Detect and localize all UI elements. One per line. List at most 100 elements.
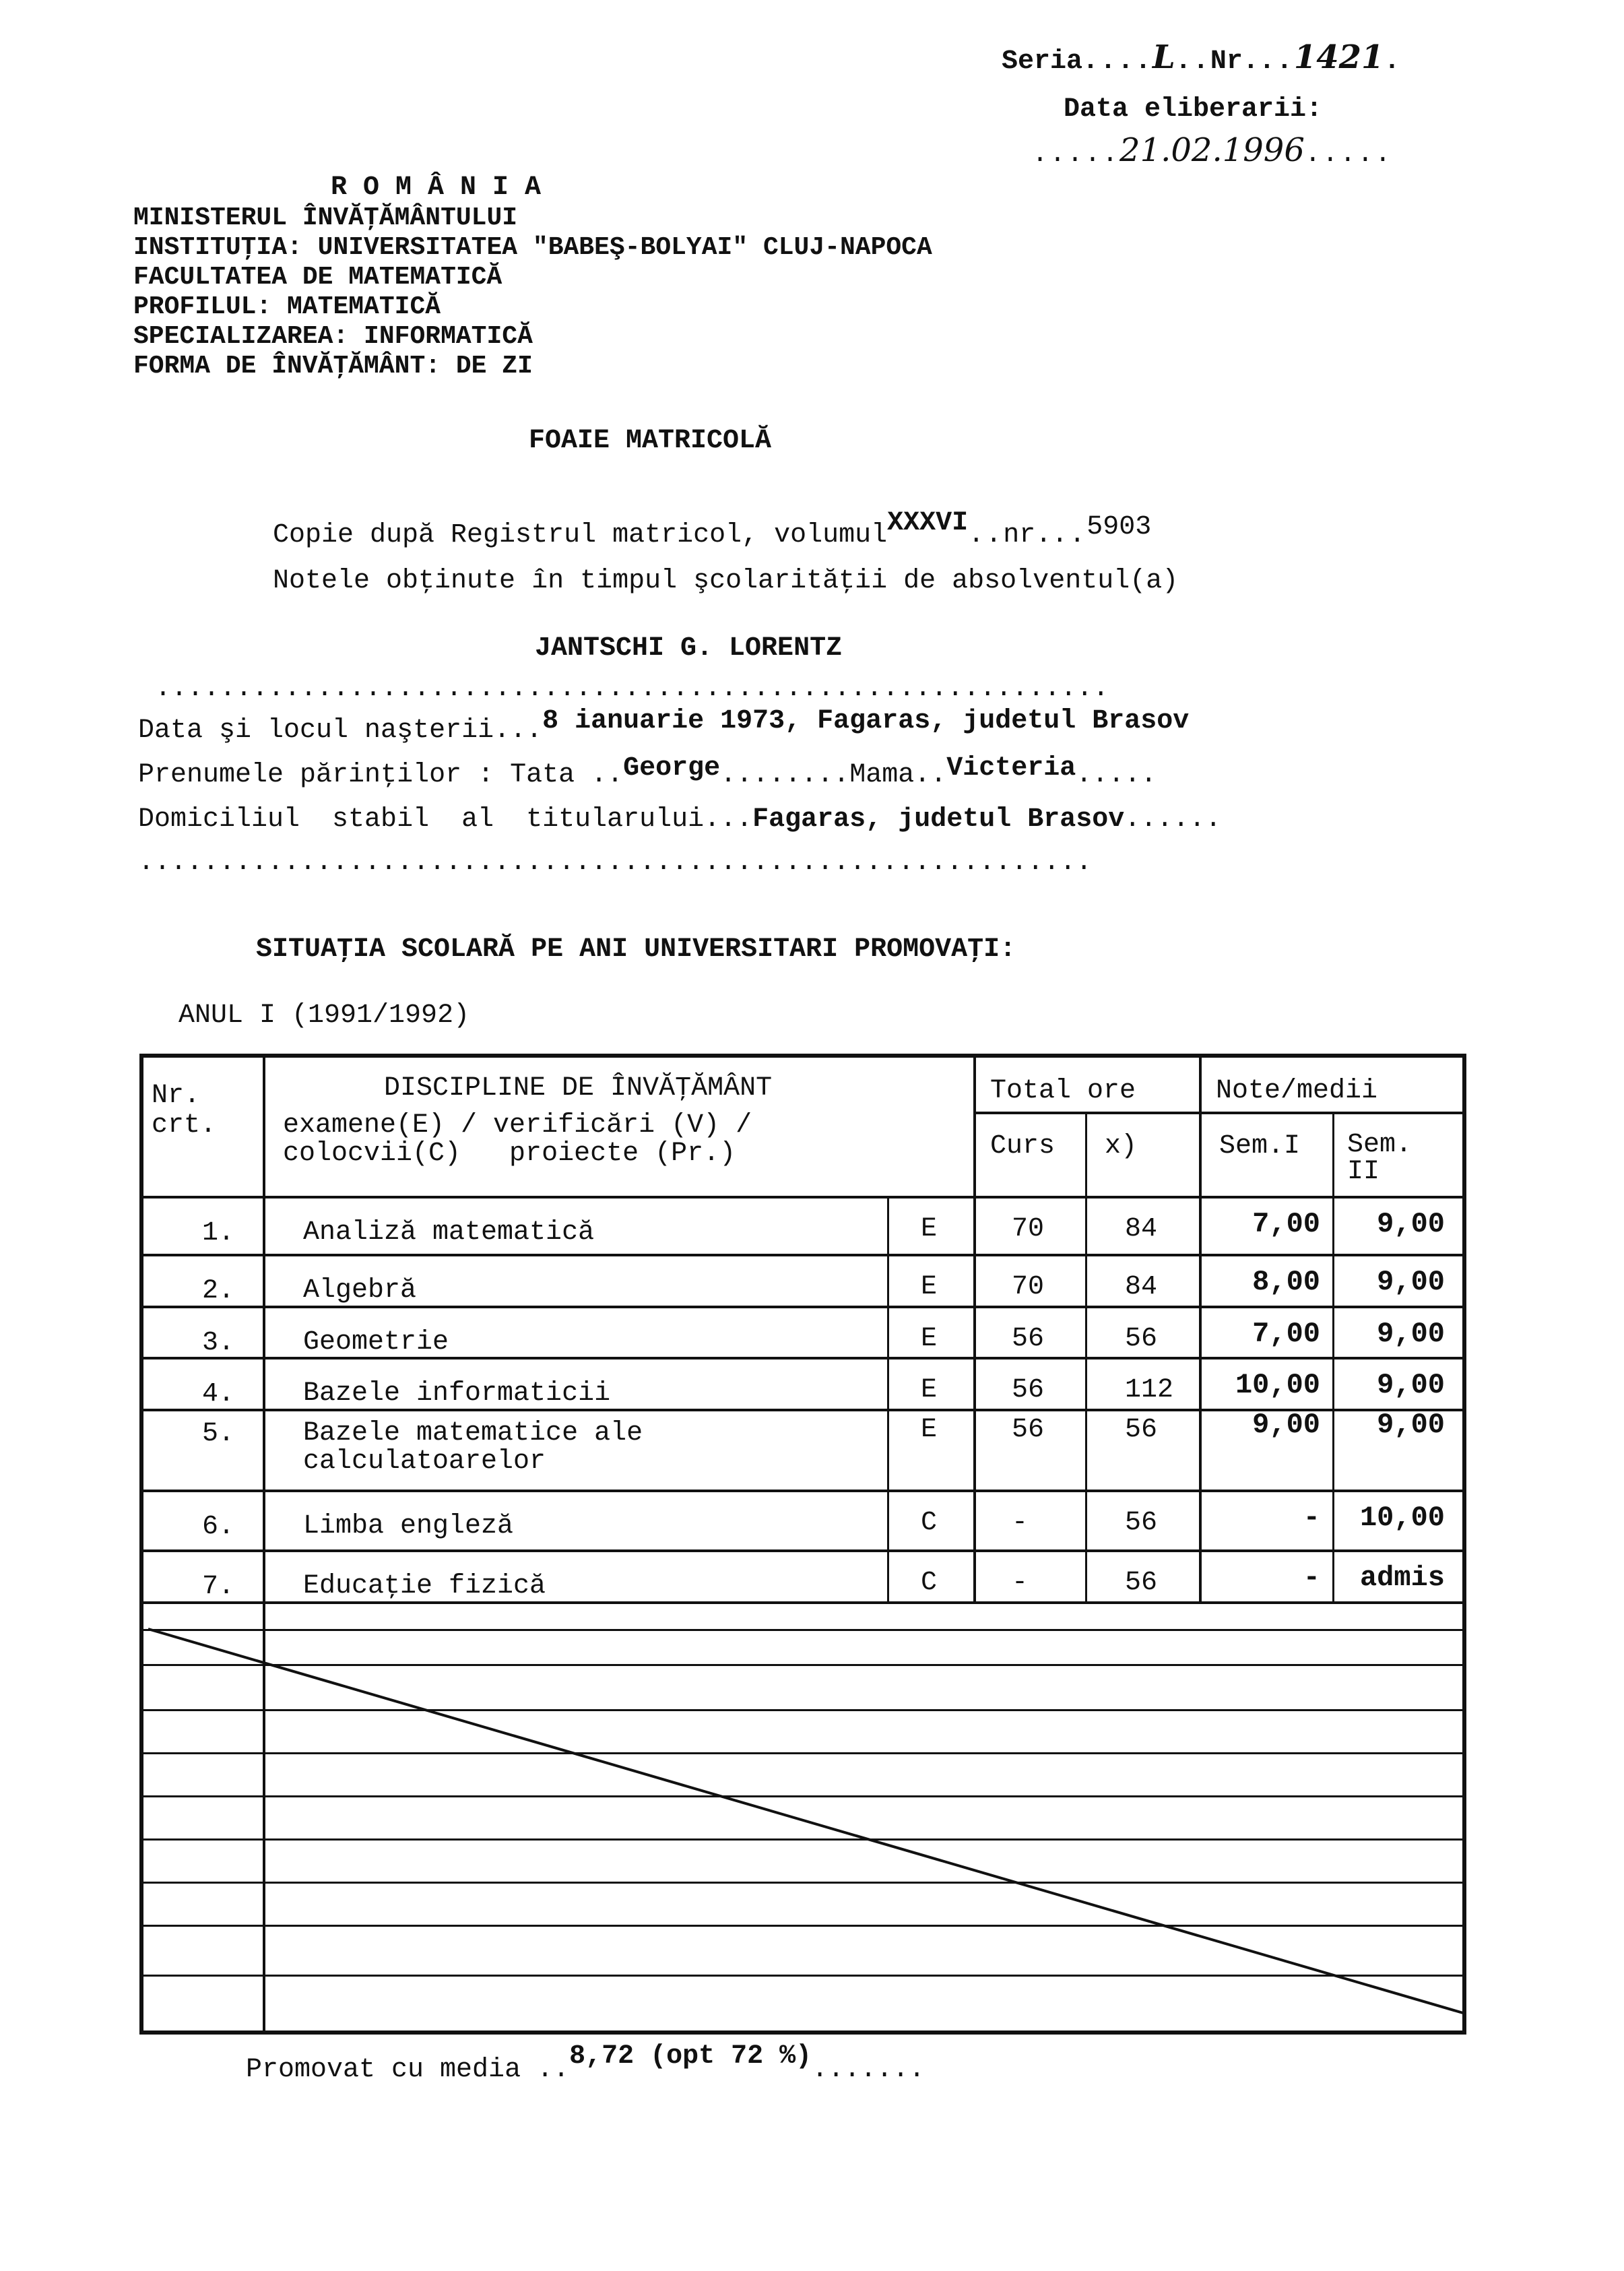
header-divider: [973, 1112, 1466, 1114]
average-value: 8,72 (opt 72 %): [569, 2041, 812, 2072]
header-line-profile: PROFILUL: MATEMATICĂ: [133, 292, 441, 321]
row-divider: [143, 1752, 1462, 1754]
row-curs-hours: -: [1012, 1508, 1029, 1538]
header-sem2: Sem. II: [1347, 1130, 1412, 1187]
header-line-form: FORMA DE ÎNVĂŢĂMÂNT: DE ZI: [133, 352, 533, 381]
row-x-hours: 84: [1125, 1272, 1158, 1302]
row-divider: [143, 1664, 1462, 1666]
row-type: E: [921, 1375, 938, 1405]
row-x-hours: 112: [1125, 1375, 1174, 1405]
row-divider: [143, 1490, 1462, 1492]
domicile-value: Fagaras, judetul Brasov: [752, 804, 1125, 835]
column-divider: [1332, 1112, 1334, 1601]
document-title: FOAIE MATRICOLĂ: [529, 426, 772, 456]
row-sem2-grade: 9,00: [1377, 1318, 1445, 1350]
row-curs-hours: 56: [1012, 1375, 1045, 1405]
row-divider: [143, 1709, 1462, 1711]
row-sem1-grade: 9,00: [1252, 1409, 1320, 1441]
row-divider: [143, 1549, 1462, 1552]
row-sem2-grade: 9,00: [1377, 1208, 1445, 1240]
cancel-diagonal-line: [148, 1628, 1462, 2014]
header-discipline-sub: examene(E) / verificări (V) / colocvii(C…: [283, 1110, 752, 1169]
column-divider: [263, 1058, 265, 2030]
header-discipline: DISCIPLINE DE ÎNVĂŢĂMÂNT: [384, 1073, 773, 1103]
row-x-hours: 56: [1125, 1508, 1158, 1538]
row-sem1-grade: 7,00: [1252, 1318, 1320, 1350]
parents-line: Prenumele părinţilor : Tata ..George....…: [138, 753, 1157, 790]
issue-date-label: Data eliberarii:: [1064, 94, 1323, 125]
register-volume: XXXVI: [887, 508, 969, 538]
row-divider: [143, 1254, 1462, 1256]
header-note: Note/medii: [1216, 1076, 1378, 1106]
header-sem1: Sem.I: [1219, 1131, 1301, 1161]
register-nr: 5903: [1086, 512, 1152, 542]
student-name: JANTSCHI G. LORENTZ: [535, 633, 843, 664]
row-sem1-grade: 8,00: [1252, 1266, 1320, 1298]
row-type: C: [921, 1508, 938, 1538]
situation-title: SITUAŢIA SCOLARĂ PE ANI UNIVERSITARI PRO…: [256, 934, 1016, 965]
row-curs-hours: 70: [1012, 1272, 1045, 1302]
row-sem2-grade: 10,00: [1359, 1502, 1445, 1534]
row-sem1-grade: 7,00: [1252, 1208, 1320, 1240]
row-divider: [143, 1196, 1462, 1198]
row-curs-hours: 70: [1012, 1214, 1045, 1244]
father-name: George: [623, 753, 721, 783]
column-divider: [1199, 1058, 1202, 1601]
register-nr-label: nr.: [1003, 520, 1052, 550]
row-sem2-grade: 9,00: [1377, 1369, 1445, 1401]
row-divider: [143, 1306, 1462, 1308]
row-sem2-grade: 9,00: [1377, 1409, 1445, 1441]
row-sem1-grade: -: [1303, 1562, 1320, 1594]
row-sem1-grade: 10,00: [1235, 1369, 1320, 1401]
row-divider: [143, 1357, 1462, 1360]
dotted-line: ........................................…: [155, 674, 1109, 704]
row-divider: [143, 1925, 1462, 1927]
mother-name: Victeria: [946, 753, 1076, 783]
row-divider: [143, 1795, 1462, 1797]
row-divider: [143, 1409, 1462, 1411]
birth-value: 8 ianuarie 1973, Fagaras, judetul Brasov: [542, 706, 1190, 736]
dotted-line: ........................................…: [138, 847, 1093, 878]
row-divider: [143, 1601, 1462, 1604]
register-label: Copie după Registrul matricol, volumul: [273, 520, 888, 550]
row-curs-hours: -: [1012, 1568, 1029, 1598]
seria-label: Seria: [1002, 46, 1083, 77]
row-discipline: Geometrie: [303, 1327, 449, 1357]
row-nr: 1.: [202, 1218, 235, 1248]
birth-line: Data şi locul naşterii...8 ianuarie 1973…: [138, 706, 1190, 746]
row-divider: [143, 1629, 1462, 1631]
row-sem2-grade: 9,00: [1377, 1266, 1445, 1298]
promoted-label: Promovat cu media: [246, 2055, 521, 2085]
grades-table: Nr. crt. DISCIPLINE DE ÎNVĂŢĂMÂNT examene(…: [139, 1054, 1466, 2035]
row-nr: 6.: [202, 1512, 235, 1542]
row-discipline: Analiză matematică: [303, 1217, 595, 1248]
header-line-specialization: SPECIALIZAREA: INFORMATICĂ: [133, 322, 533, 351]
row-discipline: Bazele informaticii: [303, 1378, 611, 1409]
row-type: E: [921, 1324, 938, 1354]
nr-value: 1421: [1293, 38, 1384, 76]
issue-date-value: 21.02.1996: [1119, 131, 1305, 169]
row-curs-hours: 56: [1012, 1415, 1045, 1445]
column-divider: [1085, 1112, 1087, 1601]
row-curs-hours: 56: [1012, 1324, 1045, 1354]
issue-date-line: .....21.02.1996.....: [1032, 131, 1392, 170]
row-sem1-grade: -: [1303, 1502, 1320, 1534]
notes-label: Notele obţinute în timpul şcolarităţii d…: [273, 566, 1179, 596]
row-type: E: [921, 1214, 938, 1244]
column-divider: [973, 1058, 976, 1601]
domicile-label: Domiciliul stabil al titularului: [138, 804, 705, 835]
register-line: Copie după Registrul matricol, volumulXX…: [273, 508, 1152, 550]
nr-label: Nr.: [1210, 46, 1259, 77]
row-divider: [143, 1975, 1462, 1977]
row-type: C: [921, 1568, 938, 1598]
country: R O M Â N I A: [331, 172, 542, 203]
column-divider: [887, 1196, 889, 1601]
row-discipline: Limba engleză: [303, 1511, 514, 1541]
diagonal-strike: [148, 1628, 1462, 2014]
row-discipline: Algebră: [303, 1275, 417, 1306]
parents-label: Prenumele părinţilor : Tata: [138, 760, 575, 790]
row-divider: [143, 1882, 1462, 1884]
header-total-ore: Total ore: [990, 1076, 1136, 1106]
seria-value: L: [1152, 38, 1175, 76]
row-nr: 3.: [202, 1328, 235, 1358]
